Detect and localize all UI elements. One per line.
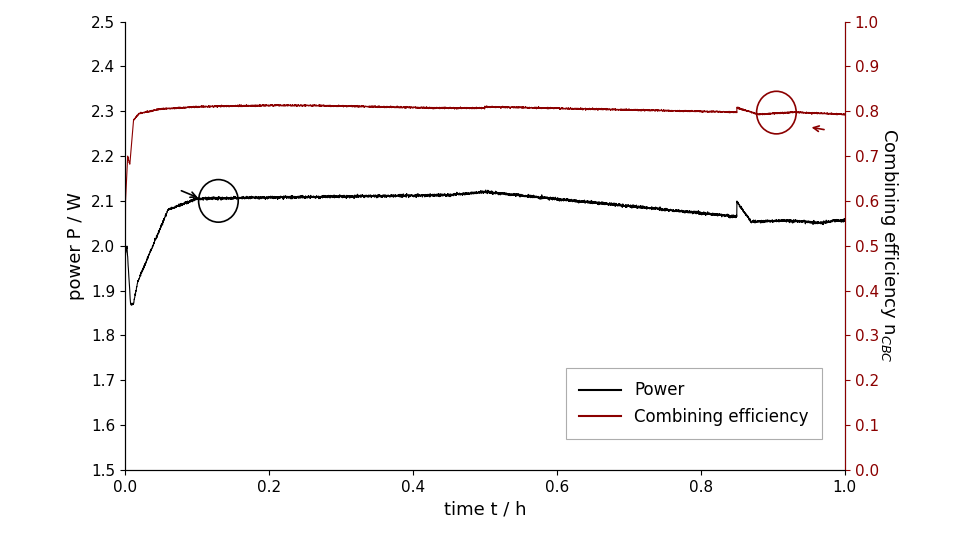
Legend: Power, Combining efficiency: Power, Combining efficiency <box>565 368 822 439</box>
Y-axis label: Combining efficiency n$_{CBC}$: Combining efficiency n$_{CBC}$ <box>877 129 900 363</box>
X-axis label: time t / h: time t / h <box>444 500 526 518</box>
Y-axis label: power P / W: power P / W <box>67 192 85 300</box>
